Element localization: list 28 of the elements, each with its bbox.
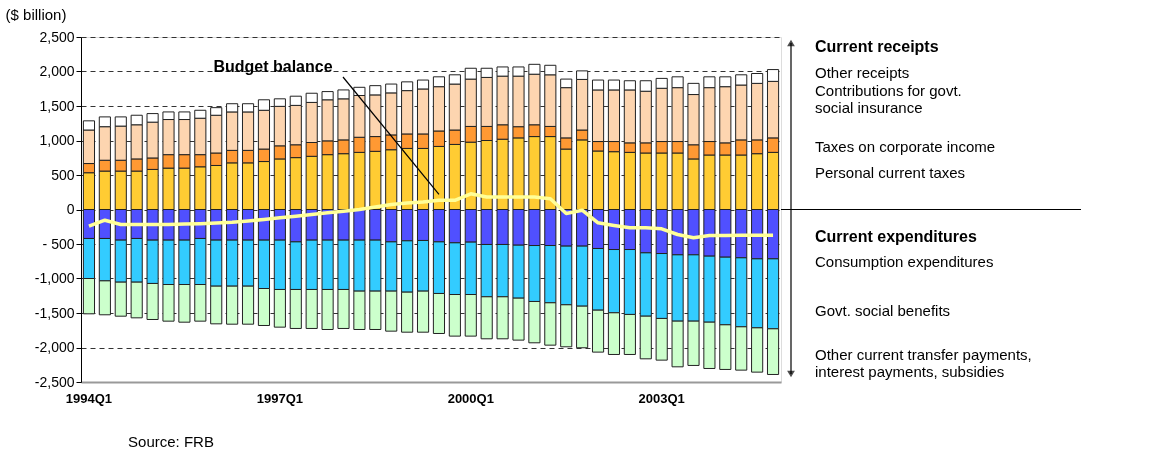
text: Other receipts: [815, 64, 910, 81]
text: Personal current taxes: [815, 164, 966, 181]
y-tick-label: -1,500: [34, 304, 75, 321]
x-tick-label: 1994Q1: [65, 390, 113, 406]
text: Current expenditures: [815, 228, 977, 245]
text: Current receipts: [815, 38, 939, 55]
y-tick-label: - 500: [42, 235, 75, 252]
text: Contributions for govt. social insurance: [815, 82, 962, 116]
y-tick-label: 500: [51, 166, 75, 183]
x-tick-label: 2000Q1: [447, 390, 494, 406]
y-tick-label: 0: [66, 201, 75, 217]
x-tick-label: 1997Q1: [256, 390, 303, 406]
line-series: [87, 192, 775, 240]
text: Taxes on corporate income: [815, 138, 996, 155]
y-tick-label: 1,000: [39, 132, 75, 148]
y-tick-label: 2,000: [39, 63, 75, 79]
y-tick-label: -2,500: [34, 373, 75, 390]
text: Other current transfer payments, interest payments, subsidies: [815, 346, 1032, 380]
y-axis-title: ($ billion): [5, 6, 67, 23]
text: Consumption expenditures: [815, 253, 994, 270]
y-tick-label: -1,000: [34, 270, 75, 286]
annotation: Budget balance: [213, 58, 333, 75]
y-tick-label: 1,500: [39, 97, 75, 114]
source-note: Source: FRB: [128, 433, 214, 450]
y-tick-label: -2,000: [34, 339, 75, 355]
y-tick-label: 2,500: [39, 28, 75, 45]
x-tick-label: 2003Q1: [638, 390, 685, 406]
text: Govt. social benefits: [815, 302, 951, 319]
